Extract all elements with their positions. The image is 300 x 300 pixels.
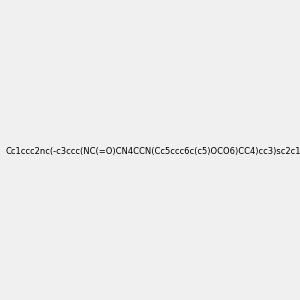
Text: Cc1ccc2nc(-c3ccc(NC(=O)CN4CCN(Cc5ccc6c(c5)OCO6)CC4)cc3)sc2c1: Cc1ccc2nc(-c3ccc(NC(=O)CN4CCN(Cc5ccc6c(c…	[6, 147, 300, 156]
